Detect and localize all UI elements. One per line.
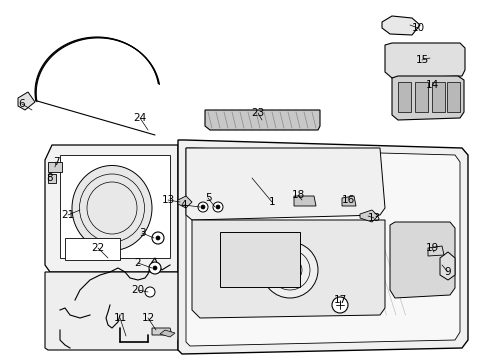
Circle shape: [285, 265, 294, 275]
Polygon shape: [192, 220, 384, 318]
Polygon shape: [60, 155, 170, 258]
Text: 10: 10: [410, 23, 424, 33]
Circle shape: [149, 262, 161, 274]
Text: 8: 8: [46, 173, 53, 183]
Text: 17: 17: [333, 295, 346, 305]
Polygon shape: [178, 196, 192, 208]
Polygon shape: [185, 148, 384, 220]
Text: 13: 13: [161, 195, 174, 205]
Text: 13: 13: [366, 213, 380, 223]
Text: 6: 6: [19, 99, 25, 109]
Text: 7: 7: [53, 157, 59, 167]
Polygon shape: [427, 246, 443, 256]
Polygon shape: [446, 82, 459, 112]
Polygon shape: [381, 16, 419, 35]
Text: 3: 3: [139, 228, 145, 238]
Text: 1: 1: [268, 197, 275, 207]
Text: 4: 4: [181, 200, 187, 210]
Circle shape: [153, 266, 157, 270]
Polygon shape: [18, 92, 35, 110]
Polygon shape: [397, 82, 410, 112]
Polygon shape: [152, 328, 172, 335]
Text: 21: 21: [61, 210, 75, 220]
Circle shape: [262, 242, 317, 298]
Polygon shape: [45, 145, 178, 272]
Text: 5: 5: [204, 193, 211, 203]
Text: 23: 23: [251, 108, 264, 118]
Circle shape: [331, 297, 347, 313]
Circle shape: [152, 232, 163, 244]
Circle shape: [216, 205, 220, 209]
Text: 19: 19: [425, 243, 438, 253]
Circle shape: [213, 202, 223, 212]
Polygon shape: [414, 82, 427, 112]
Polygon shape: [359, 210, 377, 222]
Text: 2: 2: [134, 258, 141, 268]
Polygon shape: [293, 196, 315, 206]
Text: 16: 16: [341, 195, 354, 205]
Polygon shape: [185, 148, 459, 346]
Circle shape: [156, 236, 160, 240]
Polygon shape: [48, 174, 56, 183]
Polygon shape: [48, 162, 62, 172]
Polygon shape: [389, 222, 454, 298]
Circle shape: [145, 287, 155, 297]
Text: 24: 24: [133, 113, 146, 123]
Text: 9: 9: [444, 267, 450, 277]
Text: 18: 18: [291, 190, 304, 200]
Polygon shape: [431, 82, 444, 112]
Polygon shape: [178, 140, 467, 354]
Circle shape: [198, 202, 207, 212]
Polygon shape: [45, 272, 190, 350]
Polygon shape: [341, 196, 355, 206]
Polygon shape: [204, 110, 319, 130]
Polygon shape: [391, 76, 463, 120]
Text: 11: 11: [113, 313, 126, 323]
Ellipse shape: [72, 166, 152, 251]
Circle shape: [201, 205, 204, 209]
Text: 12: 12: [141, 313, 154, 323]
Text: 20: 20: [131, 285, 144, 295]
Text: 15: 15: [414, 55, 428, 65]
Text: 14: 14: [425, 80, 438, 90]
Bar: [65, 238, 120, 260]
Polygon shape: [439, 252, 454, 280]
Text: 22: 22: [91, 243, 104, 253]
Polygon shape: [160, 330, 175, 337]
Bar: [220, 232, 299, 287]
Polygon shape: [384, 43, 464, 78]
